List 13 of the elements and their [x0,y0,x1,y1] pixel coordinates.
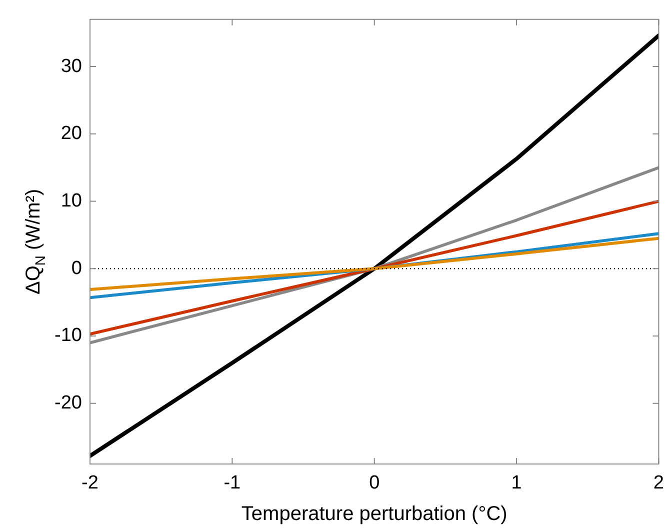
y-axis-title: ΔQN (W/m²) [22,188,48,295]
x-tick-label: -2 [82,472,98,494]
x-tick-label: 1 [511,472,522,494]
y-tick-label: 30 [60,56,82,77]
x-tick-label: 2 [653,472,664,494]
x-tick-label: 0 [369,472,380,494]
y-tick-label: -20 [54,392,82,414]
y-tick-label: 0 [71,258,82,279]
y-tick-label: -10 [54,325,82,346]
x-tick-label: -1 [224,472,241,494]
y-tick-label: 10 [60,190,82,212]
y-tick-label: 20 [60,123,82,144]
x-axis-title: Temperature perturbation (°C) [241,503,508,525]
